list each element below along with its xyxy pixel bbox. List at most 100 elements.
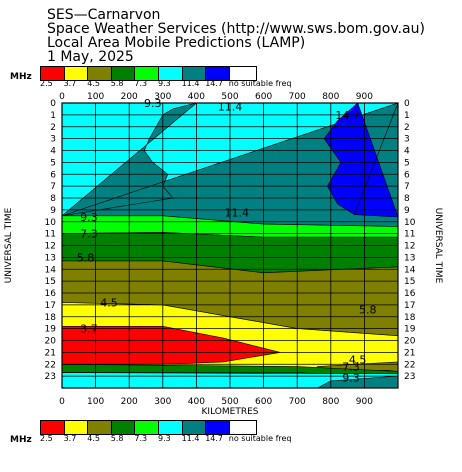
y-tick-label-left: 12: [45, 242, 56, 252]
y-tick-label-left: 13: [45, 253, 56, 263]
legend-label: no suitable freq: [228, 434, 292, 443]
y-tick-label-left: 4: [50, 147, 56, 157]
y-tick-label-right: 11: [404, 230, 415, 240]
title-line-3: Local Area Mobile Predictions (LAMP): [47, 35, 306, 51]
x-tick-label-top: 900: [356, 92, 373, 102]
legend-top: [40, 66, 257, 81]
legend-swatch: [88, 67, 112, 80]
y-tick-label-left: 7: [50, 182, 56, 192]
x-tick-label-bottom: 900: [356, 397, 373, 407]
legend-swatch: [88, 421, 112, 434]
y-tick-label-left: 19: [45, 325, 57, 335]
y-tick-label-left: 22: [45, 360, 56, 370]
contour-label: 11.4: [224, 206, 249, 219]
band-11.4: [317, 375, 398, 388]
y-tick-label-right: 2: [404, 123, 410, 133]
legend-label: 5.8: [110, 434, 124, 443]
y-tick-label-right: 18: [404, 313, 416, 323]
y-tick-label-right: 10: [404, 218, 416, 228]
y-tick-label-right: 23: [404, 372, 415, 382]
x-tick-label-top: 100: [87, 92, 104, 102]
y-tick-label-right: 19: [404, 325, 416, 335]
y-axis-title-right: UNIVERSAL TIME: [433, 208, 443, 284]
y-tick-label-left: 9: [50, 206, 56, 216]
x-tick-label-bottom: 200: [121, 397, 138, 407]
y-tick-label-right: 6: [404, 170, 410, 180]
legend-unit-top: MHz: [10, 72, 32, 82]
legend-swatch: [111, 421, 136, 434]
legend-swatch: [41, 67, 65, 80]
x-tick-label-top: 700: [289, 92, 306, 102]
y-tick-label-left: 10: [45, 218, 57, 228]
legend-label: 11.4: [181, 79, 200, 88]
legend-label: 9.3: [158, 79, 171, 88]
y-tick-label-left: 15: [45, 277, 56, 287]
title-line-2: Space Weather Services (http://www.sws.b…: [47, 21, 425, 37]
x-tick-label-top: 200: [121, 92, 138, 102]
chart: 0010010020020030030040040050050060060070…: [4, 92, 443, 417]
legend-swatch: [111, 67, 136, 80]
y-tick-label-right: 1: [404, 111, 410, 121]
x-tick-label-bottom: 700: [289, 397, 306, 407]
contour-label: 9.3: [342, 371, 360, 384]
y-tick-label-right: 21: [404, 348, 415, 358]
legend-label: 7.3: [134, 79, 148, 88]
y-tick-label-left: 6: [50, 170, 56, 180]
y-tick-label-left: 11: [45, 230, 56, 240]
y-tick-label-right: 8: [404, 194, 410, 204]
y-tick-label-right: 20: [404, 337, 416, 347]
legend-label: 5.8: [110, 79, 124, 88]
title-line-4: 1 May, 2025: [47, 49, 134, 65]
legend-swatch: [206, 67, 230, 80]
x-tick-label-top: 600: [255, 92, 272, 102]
contour-label: 4.5: [349, 354, 367, 367]
y-tick-label-right: 16: [404, 289, 416, 299]
contour-label: 4.5: [100, 297, 118, 310]
y-tick-label-left: 14: [45, 265, 57, 275]
x-tick-label-bottom: 800: [322, 397, 339, 407]
contour-label: 14.7: [335, 109, 360, 122]
x-tick-label-bottom: 100: [87, 397, 104, 407]
x-tick-label-top: 300: [154, 92, 171, 102]
contour-label: 7.3: [80, 228, 98, 241]
x-tick-label-top: 800: [322, 92, 339, 102]
contour-label: 9.3: [144, 97, 162, 110]
contour-label: 3.7: [80, 323, 98, 336]
legend-swatch: [64, 421, 89, 434]
y-tick-label-right: 9: [404, 206, 410, 216]
legend-swatch: [182, 421, 207, 434]
legend-label: 14.7: [205, 79, 223, 88]
legend-label: 3.7: [63, 434, 77, 443]
legend-swatch: [41, 421, 65, 434]
legend-swatch: [64, 67, 89, 80]
x-tick-label-bottom: 0: [59, 397, 65, 407]
legend-label: 4.5: [87, 79, 100, 88]
y-tick-label-left: 1: [50, 111, 56, 121]
legend-swatch: [158, 67, 183, 80]
y-tick-label-left: 3: [50, 135, 56, 145]
y-tick-label-left: 23: [45, 372, 56, 382]
legend-unit-bottom: MHz: [10, 435, 32, 445]
legend-swatch: [158, 421, 183, 434]
legend-swatch: [135, 421, 159, 434]
y-tick-label-left: 0: [50, 99, 56, 109]
legend-label: 3.7: [63, 79, 77, 88]
y-tick-label-right: 17: [404, 301, 415, 311]
y-tick-label-right: 15: [404, 277, 415, 287]
legend-label: 14.7: [205, 434, 223, 443]
legend-swatch: [206, 421, 230, 434]
contour-label: 7.3: [342, 361, 360, 374]
y-tick-label-right: 0: [404, 99, 410, 109]
y-tick-label-left: 21: [45, 348, 56, 358]
plot-frame: [61, 102, 399, 389]
y-tick-label-right: 4: [404, 147, 410, 157]
y-tick-label-left: 20: [45, 337, 57, 347]
x-tick-label-bottom: 500: [221, 397, 238, 407]
legend-label: 2.5: [40, 434, 53, 443]
x-axis-title: KILOMETRES: [202, 407, 259, 417]
y-tick-label-left: 2: [50, 123, 56, 133]
y-tick-label-left: 8: [50, 194, 56, 204]
y-tick-label-left: 5: [50, 158, 56, 168]
legend-swatch: [182, 67, 207, 80]
y-tick-label-right: 13: [404, 253, 415, 263]
